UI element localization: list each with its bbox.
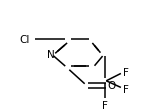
Text: F: F [123,67,129,77]
Text: N: N [47,49,55,59]
Text: O: O [108,81,116,90]
Text: F: F [123,84,129,94]
Text: F: F [102,100,108,110]
Text: Cl: Cl [20,34,30,44]
